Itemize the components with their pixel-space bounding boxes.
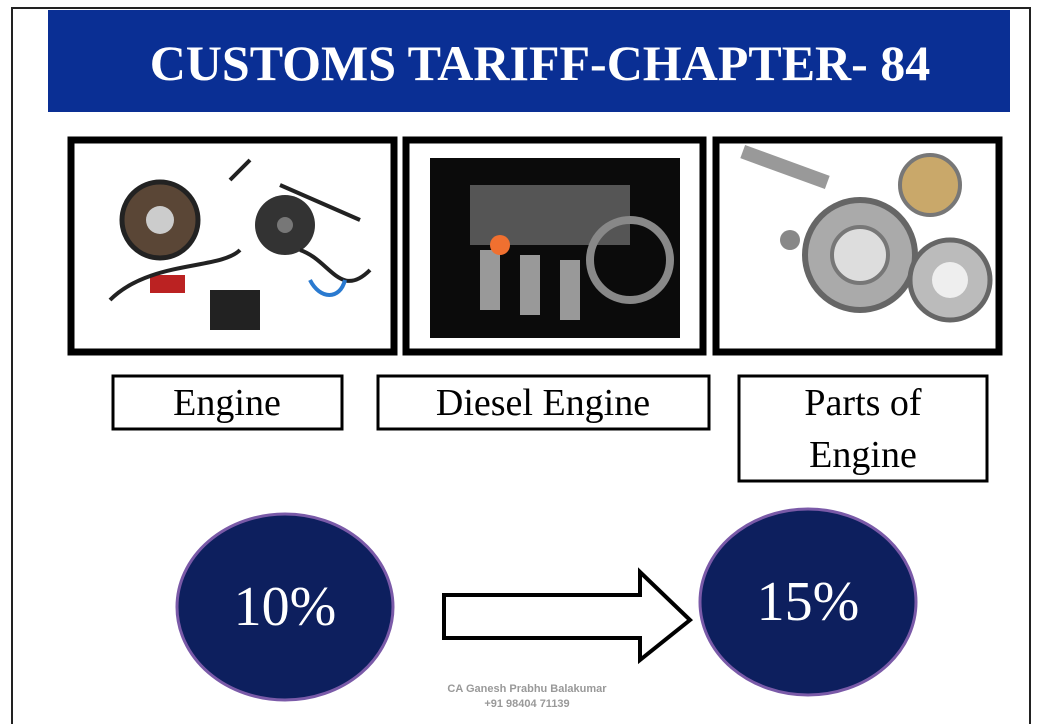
picture-engine-parts	[716, 140, 999, 352]
footer-text: CA Ganesh Prabhu Balakumar	[447, 683, 607, 695]
footer-text: +91 98404 71139	[484, 698, 569, 710]
rate-to: 15%	[757, 571, 860, 633]
rate-from: 10%	[234, 576, 337, 638]
picture-diesel-engine	[406, 140, 703, 352]
slide: CUSTOMS TARIFF-CHAPTER- 84 Engine Di	[0, 0, 1038, 724]
picture-engine	[71, 140, 394, 352]
item-label: Diesel Engine	[436, 382, 650, 424]
item-label: Engine	[173, 382, 281, 424]
title: CUSTOMS TARIFF-CHAPTER- 84	[150, 35, 931, 91]
item-label: Engine	[809, 434, 917, 476]
item-label: Parts of	[804, 382, 922, 424]
